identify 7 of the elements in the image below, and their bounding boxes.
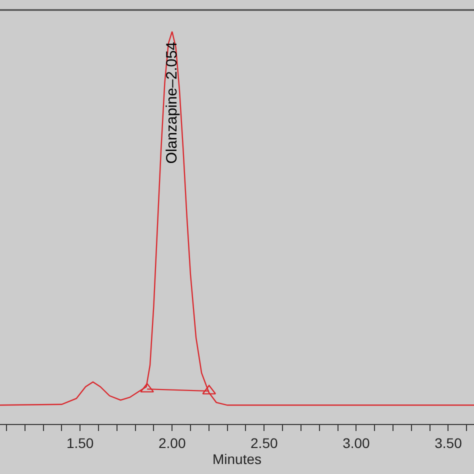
x-tick-label: 3.50: [434, 434, 462, 451]
annotation: Olanzapine–2.054: [164, 42, 181, 164]
x-tick-label: 1.50: [66, 434, 94, 451]
x-tick-label: 3.00: [342, 434, 370, 451]
x-tick-label: 2.50: [250, 434, 278, 451]
x-axis-title: Minutes: [212, 450, 262, 467]
x-tick-label: 2.00: [158, 434, 186, 451]
